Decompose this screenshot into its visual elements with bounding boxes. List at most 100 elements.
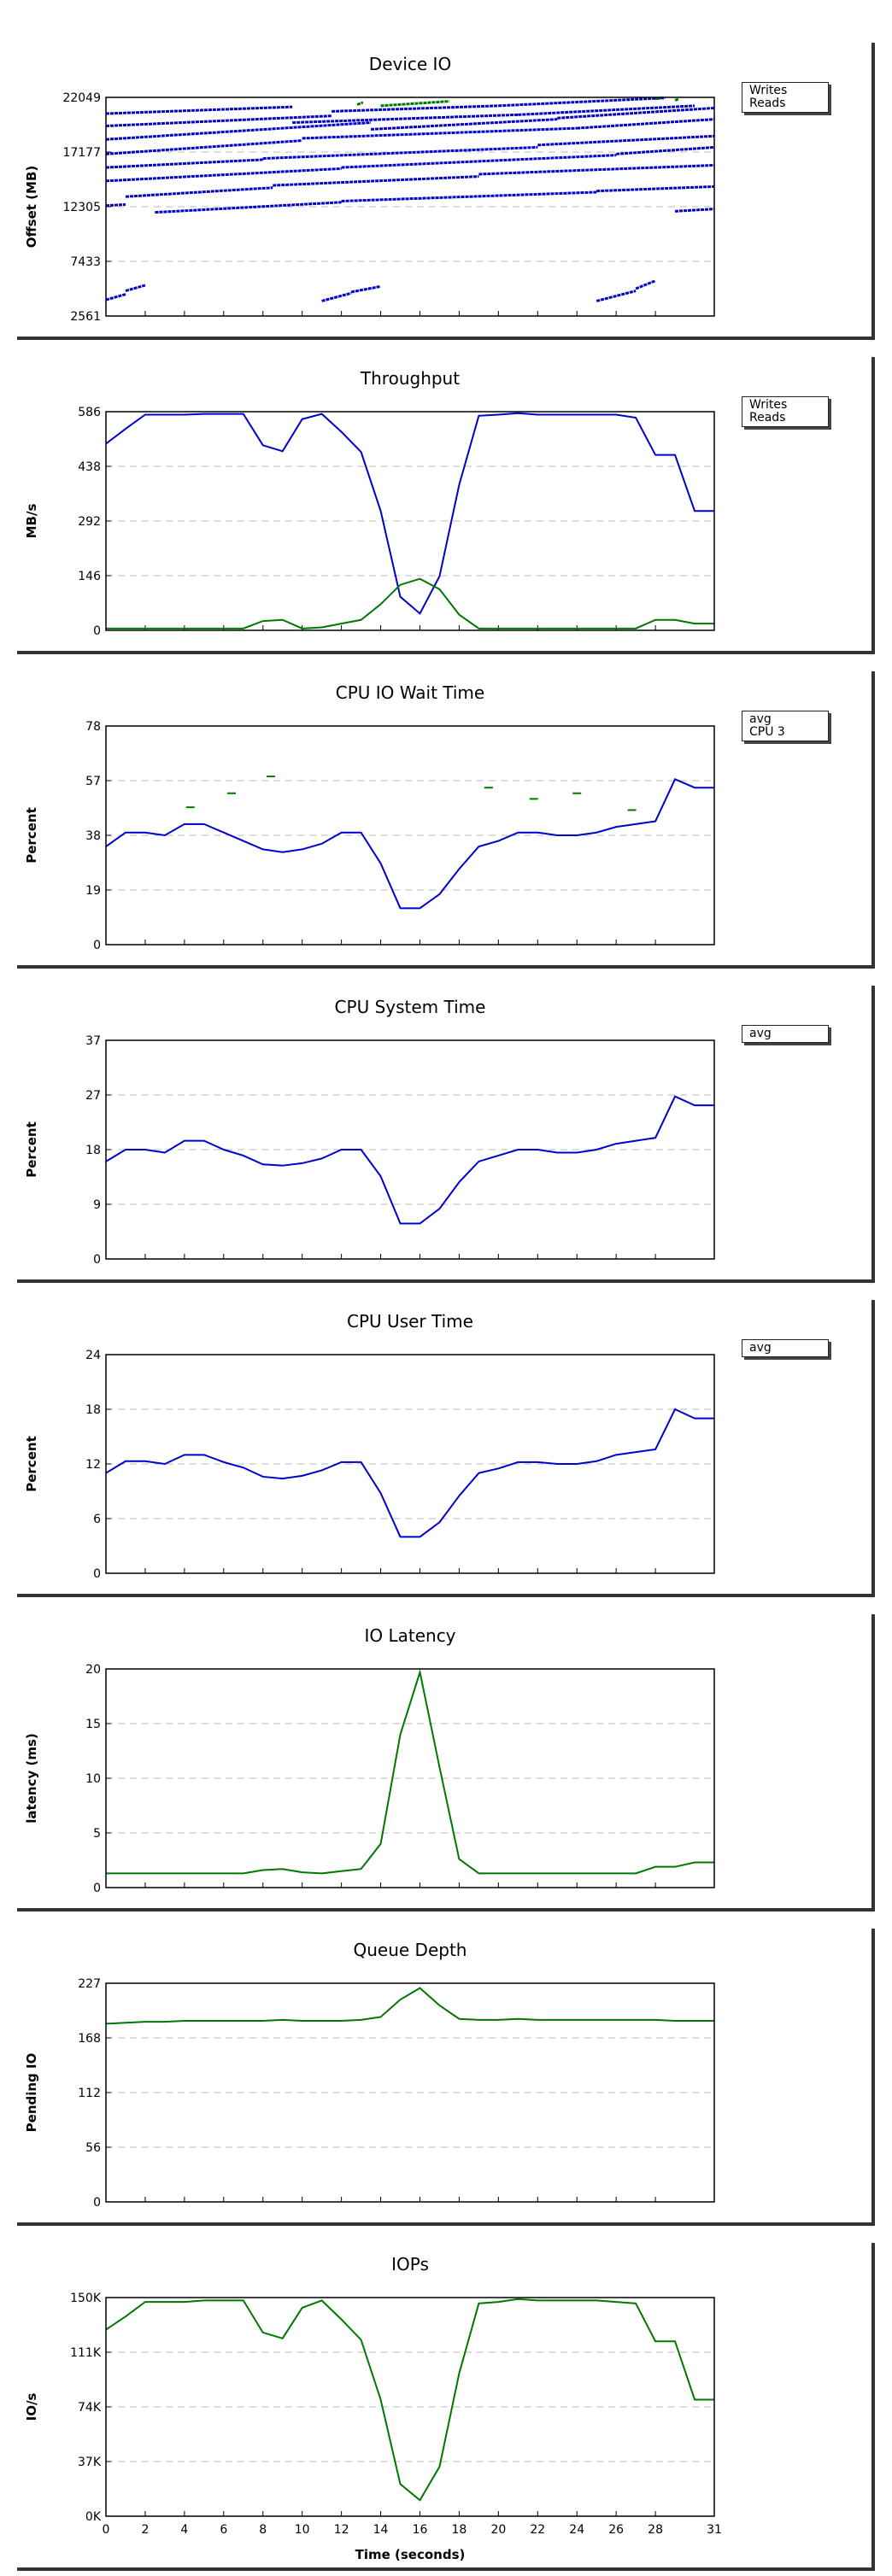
x-tick-label: 24 [569, 2523, 584, 2537]
chart-svg: CPU System Time Percent 0 9 18 27 37 [24, 997, 715, 1267]
y-axis-label: Offset (MB) [24, 166, 39, 248]
y-axis-label: Pending IO [24, 2053, 39, 2133]
y-tick-label: 112 [78, 2087, 101, 2100]
y-tick-label: 15 [85, 1718, 101, 1731]
io-segment [498, 97, 666, 108]
chart-svg: Throughput MB/s 0 146 292 438 586 [24, 368, 715, 638]
x-tick-label: 2 [141, 2523, 149, 2537]
chart-title: Queue Depth [354, 1940, 467, 1960]
y-tick-label: 5 [93, 1827, 101, 1841]
series-line [106, 1668, 714, 1875]
io-segment [370, 118, 558, 131]
io-segment [105, 202, 126, 208]
y-tick-label: 0 [93, 939, 101, 952]
series-line [105, 2298, 714, 2502]
y-tick-label: 37K [78, 2456, 102, 2469]
chart-svg: Device IO Offset (MB) 2561 7433 12305 17177 22… [24, 54, 715, 324]
plot-frame [105, 725, 715, 946]
plot-frame [105, 1982, 715, 2203]
chart-panel: Throughput MB/s 0 146 292 438 586 Writes Reads [17, 357, 875, 654]
x-tick-label: 26 [608, 2523, 624, 2537]
y-tick-label: 24 [85, 1349, 101, 1362]
io-segment [518, 104, 695, 116]
io-segment [105, 139, 302, 155]
io-segment [302, 126, 578, 140]
y-tick-label: 0 [93, 1882, 101, 1895]
chart-panel: IOPs IO/s 0K 37K 74K 111K 150K 0 2 4 6 8 10 12 14 16 18 2… [17, 2243, 875, 2571]
io-segment [350, 284, 381, 294]
io-segment [537, 134, 715, 147]
x-tick-label: 31 [707, 2523, 722, 2537]
chart-panel: CPU IO Wait Time Percent 0 19 38 57 78 avg CPU 3 [17, 671, 875, 969]
y-tick-label: 12 [85, 1458, 101, 1472]
y-tick-label: 57 [85, 775, 101, 788]
io-segment [105, 121, 372, 141]
io-segment [321, 291, 352, 302]
y-tick-label: 168 [78, 2032, 101, 2046]
x-tick-label: 16 [413, 2523, 428, 2537]
plot-frame [105, 2297, 715, 2517]
io-segment [341, 190, 597, 202]
legend-entry: CPU 3 [749, 725, 785, 739]
x-tick-label: 4 [180, 2523, 188, 2537]
io-segment [557, 106, 715, 120]
x-tick-label: 22 [530, 2523, 545, 2537]
x-tick-label: 6 [220, 2523, 227, 2537]
legend-entry: avg [749, 1027, 772, 1040]
io-segment [105, 158, 263, 169]
y-tick-label: 7433 [70, 255, 101, 269]
chart-legend: avg [742, 1025, 829, 1043]
y-tick-label: 27 [85, 1089, 101, 1103]
io-segment [292, 113, 519, 125]
y-tick-label: 0 [93, 2196, 101, 2210]
y-tick-label: 146 [78, 570, 101, 583]
chart-legend: avg [742, 1339, 829, 1357]
io-segment [478, 163, 715, 176]
legend-entry: avg [749, 1341, 772, 1355]
chart-panel: Queue Depth Pending IO 0 56 112 168 227 [17, 1929, 875, 2226]
x-tick-label: 18 [452, 2523, 467, 2537]
chart-title: Device IO [369, 54, 451, 74]
y-tick-label: 18 [85, 1144, 101, 1157]
chart-panel: CPU System Time Percent 0 9 18 27 37 avg [17, 986, 875, 1283]
y-axis-label: latency (ms) [24, 1733, 39, 1823]
legend-entry: Writes [749, 398, 788, 412]
x-tick-label: 14 [373, 2523, 389, 2537]
y-tick-label: 0 [93, 1567, 101, 1581]
io-segment [125, 186, 273, 198]
chart-legend: Writes Reads [742, 82, 829, 113]
series-line [105, 1095, 714, 1225]
chart-legend: Writes Reads [742, 396, 829, 427]
io-segment [105, 114, 332, 127]
y-tick-label: 586 [78, 406, 101, 419]
io-segment [635, 279, 656, 290]
x-tick-label: 8 [259, 2523, 267, 2537]
x-tick-label: 12 [334, 2523, 349, 2537]
plot-frame [105, 411, 715, 631]
legend-entry: Reads [749, 411, 786, 424]
x-tick-label: 28 [648, 2523, 663, 2537]
y-axis-label: Percent [24, 1436, 39, 1491]
io-segment [674, 208, 715, 213]
chart-svg: IO Latency latency (ms) 0 5 10 15 20 [24, 1625, 715, 1895]
io-segment [105, 167, 342, 183]
y-tick-label: 0 [93, 1253, 101, 1267]
io-segment [596, 290, 637, 302]
chart-panel: Device IO Offset (MB) 2561 7433 12305 17177 22… [17, 43, 875, 340]
y-tick-label: 38 [85, 829, 101, 843]
y-tick-label: 227 [78, 1977, 101, 1991]
io-segment [380, 100, 450, 108]
y-tick-label: 0K [85, 2510, 102, 2524]
y-tick-label: 56 [85, 2141, 101, 2155]
chart-svg: CPU User Time Percent 0 6 12 18 24 [24, 1311, 715, 1581]
legend-entry: avg [749, 712, 772, 726]
y-tick-label: 19 [85, 884, 101, 898]
series-line [105, 778, 714, 910]
io-segment [577, 118, 715, 130]
y-tick-label: 10 [85, 1772, 101, 1786]
x-axis-label: Time (seconds) [355, 2547, 466, 2562]
series-line [105, 1987, 714, 2025]
io-segment [654, 97, 662, 101]
series-line [105, 1408, 714, 1538]
